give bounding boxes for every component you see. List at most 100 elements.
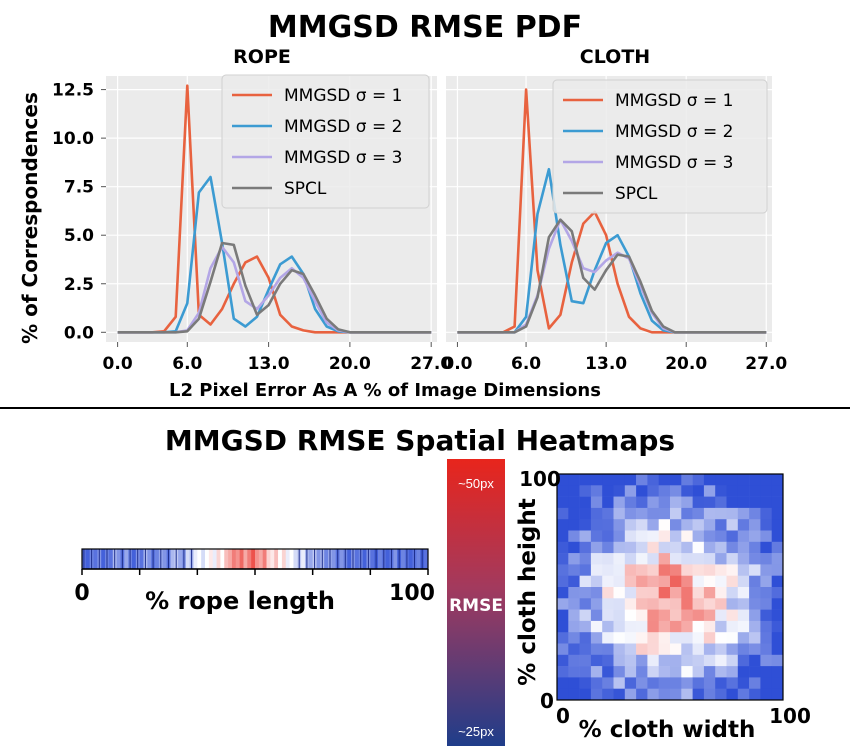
cloth-cell	[692, 587, 705, 599]
cloth-cell	[647, 587, 659, 599]
cloth-cell	[715, 609, 727, 622]
rope-cell	[205, 549, 210, 569]
cloth-cell	[771, 485, 784, 497]
cloth-pdf-plot: 0.0 6.0 13.0 20.0 27.0 MMGSD σ = 1 MMGSD σ = 2…	[442, 76, 787, 374]
cloth-cell	[703, 632, 716, 644]
cloth-cell	[726, 507, 739, 520]
cloth-cell	[681, 564, 693, 576]
cloth-cell	[681, 677, 693, 689]
cloth-cell	[749, 620, 761, 633]
cloth-cell	[602, 632, 614, 644]
cloth-x-axis-label: % cloth width	[579, 717, 756, 743]
cloth-cell	[647, 620, 659, 633]
cloth-cell	[681, 620, 693, 633]
cloth-cell	[726, 666, 739, 678]
cloth-cell	[613, 530, 626, 543]
cloth-cell	[726, 620, 739, 633]
cloth-cell	[726, 575, 739, 588]
cloth-cell	[692, 643, 705, 656]
cloth-cell	[703, 609, 716, 622]
cloth-cell	[715, 564, 727, 576]
cloth-cell	[771, 507, 784, 520]
rope-cell	[316, 549, 321, 569]
cloth-cell	[749, 564, 761, 576]
rope-cell	[178, 549, 183, 569]
cloth-cell	[692, 541, 705, 554]
cloth-cell	[760, 507, 772, 520]
cloth-cell	[602, 587, 614, 599]
cloth-cell	[726, 485, 739, 497]
cloth-cell	[703, 485, 716, 497]
cloth-cell	[703, 541, 716, 554]
cloth-cell	[771, 530, 784, 543]
rmse-colorbar	[447, 459, 505, 746]
x-tick-label: 6.0	[172, 354, 202, 374]
cloth-cell	[568, 654, 580, 667]
cloth-cell	[590, 688, 603, 701]
cloth-cell	[613, 519, 626, 531]
cloth-cell	[557, 474, 569, 486]
cloth-cell	[658, 474, 671, 486]
cloth-cell	[760, 688, 772, 701]
x-tick-label: 20.0	[665, 354, 707, 374]
cloth-cell	[681, 575, 693, 588]
rope-cell	[231, 549, 237, 569]
rope-cell	[258, 549, 263, 569]
cloth-cell	[590, 587, 603, 599]
cloth-cell	[602, 507, 614, 520]
cloth-cell	[624, 507, 637, 520]
cloth-cell	[715, 632, 727, 644]
cloth-cell	[737, 620, 750, 633]
rope-cell	[212, 549, 217, 569]
colorbar-label: RMSE	[449, 596, 503, 616]
cloth-cell	[636, 530, 648, 543]
cloth-cell	[658, 519, 671, 531]
rope-cell	[424, 549, 429, 569]
cloth-cell	[737, 587, 750, 599]
cloth-cell	[636, 553, 648, 565]
cloth-cell	[658, 666, 671, 678]
cloth-cell	[579, 654, 592, 667]
cloth-cell	[658, 632, 671, 644]
cloth-cell	[737, 519, 750, 531]
cloth-cell	[624, 666, 637, 678]
cloth-cell	[568, 632, 580, 644]
cloth-cell	[624, 587, 637, 599]
cloth-cell	[715, 688, 727, 701]
cloth-cell	[647, 541, 659, 554]
cloth-cell	[726, 530, 739, 543]
cloth-cell	[658, 643, 671, 656]
cloth-cell	[579, 587, 592, 599]
rope-cell	[347, 549, 352, 569]
cloth-cell	[760, 587, 772, 599]
cloth-cell	[670, 519, 682, 531]
cloth-cell	[647, 609, 659, 622]
cloth-cell	[771, 632, 784, 644]
cloth-cell	[647, 632, 659, 644]
cloth-cell	[579, 496, 592, 509]
cloth-cell	[647, 677, 659, 689]
rope-cell	[208, 549, 214, 569]
cloth-y-max-label: 100	[519, 467, 561, 491]
rope-cell	[108, 549, 114, 569]
cloth-cell	[636, 474, 648, 486]
cloth-cell	[647, 474, 659, 486]
rope-cell	[278, 549, 283, 569]
cloth-cell	[760, 666, 772, 678]
cloth-cell	[737, 632, 750, 644]
cloth-cell	[670, 654, 682, 667]
cloth-cell	[636, 666, 648, 678]
cloth-cell	[670, 474, 682, 486]
cloth-cell	[624, 620, 637, 633]
cloth-cell	[636, 496, 648, 509]
cloth-cell	[749, 519, 761, 531]
cloth-cell	[557, 598, 569, 610]
cloth-cell	[636, 541, 648, 554]
rope-cell	[162, 549, 167, 569]
rope-cell	[281, 549, 287, 569]
cloth-cell	[703, 496, 716, 509]
cloth-x-min-label: 0	[556, 704, 570, 728]
cloth-cell	[771, 553, 784, 565]
cloth-cell	[636, 632, 648, 644]
cloth-cell	[568, 553, 580, 565]
